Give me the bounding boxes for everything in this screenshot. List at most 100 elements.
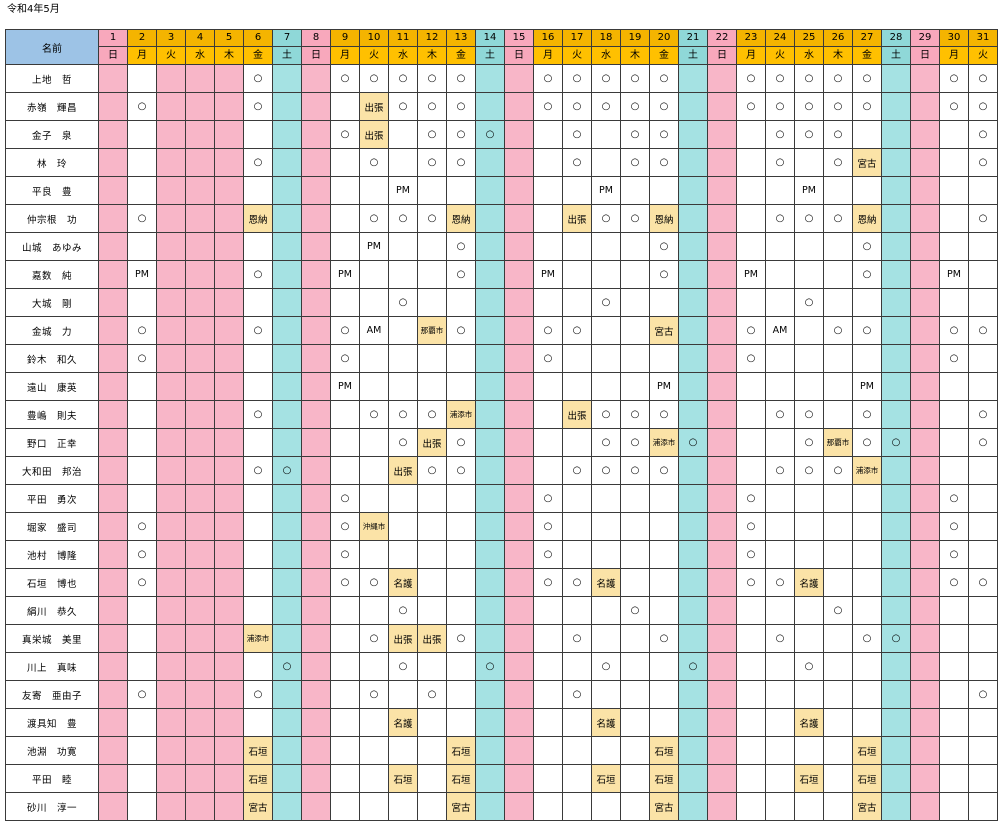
schedule-cell: ○	[620, 596, 650, 625]
schedule-cell	[301, 344, 331, 373]
schedule-cell	[504, 316, 534, 345]
schedule-cell	[127, 792, 157, 821]
weekday-18: 水	[591, 46, 621, 65]
schedule-cell: ○	[533, 512, 563, 541]
schedule-cell: ○	[765, 148, 795, 177]
schedule-cell	[591, 372, 621, 401]
schedule-cell	[504, 708, 534, 737]
schedule-cell	[562, 344, 592, 373]
schedule-cell	[910, 372, 940, 401]
schedule-cell	[881, 736, 911, 765]
schedule-cell	[156, 484, 186, 513]
schedule-cell	[417, 736, 447, 765]
schedule-cell: ○	[446, 64, 476, 93]
schedule-cell	[910, 120, 940, 149]
schedule-cell: 浦添市	[852, 456, 882, 485]
schedule-cell: ○	[330, 316, 360, 345]
schedule-cell: 宮古	[649, 792, 679, 821]
schedule-cell	[939, 792, 969, 821]
schedule-cell	[301, 512, 331, 541]
schedule-cell: ○	[823, 316, 853, 345]
schedule-cell	[736, 148, 766, 177]
schedule-cell: ○	[678, 428, 708, 457]
schedule-cell: ○	[562, 624, 592, 653]
schedule-cell	[185, 568, 215, 597]
schedule-cell	[736, 372, 766, 401]
schedule-cell: 石垣	[649, 736, 679, 765]
schedule-cell	[214, 568, 244, 597]
schedule-cell	[707, 372, 737, 401]
staff-name: 川上 真味	[5, 652, 99, 681]
schedule-cell	[707, 680, 737, 709]
schedule-cell	[330, 148, 360, 177]
schedule-cell	[272, 624, 302, 653]
schedule-cell	[301, 764, 331, 793]
schedule-cell	[156, 344, 186, 373]
schedule-cell	[98, 456, 128, 485]
schedule-cell	[881, 512, 911, 541]
schedule-cell	[533, 120, 563, 149]
schedule-cell	[794, 148, 824, 177]
table-row: 池淵 功寛 石垣 石垣 石垣 石垣	[5, 736, 998, 765]
schedule-cell: ○	[243, 148, 273, 177]
staff-name: 絹川 恭久	[5, 596, 99, 625]
schedule-cell	[533, 624, 563, 653]
schedule-cell	[301, 624, 331, 653]
day-number-22: 22	[707, 29, 737, 47]
schedule-cell	[98, 176, 128, 205]
schedule-cell	[707, 92, 737, 121]
schedule-cell	[910, 204, 940, 233]
schedule-cell: PM	[330, 260, 360, 289]
schedule-cell	[475, 232, 505, 261]
schedule-cell	[852, 680, 882, 709]
schedule-cell	[707, 652, 737, 681]
schedule-cell	[939, 120, 969, 149]
schedule-cell: PM	[649, 372, 679, 401]
schedule-cell	[156, 428, 186, 457]
schedule-cell	[185, 428, 215, 457]
schedule-cell	[562, 736, 592, 765]
schedule-cell	[591, 736, 621, 765]
schedule-cell	[794, 232, 824, 261]
staff-name: 遠山 康英	[5, 372, 99, 401]
schedule-cell	[359, 484, 389, 513]
schedule-cell	[330, 204, 360, 233]
schedule-cell: 石垣	[243, 764, 273, 793]
schedule-cell	[881, 64, 911, 93]
schedule-cell	[185, 456, 215, 485]
schedule-cell	[620, 680, 650, 709]
schedule-cell	[678, 148, 708, 177]
schedule-cell	[475, 708, 505, 737]
table-row: 渡具知 豊 名護 名護 名護	[5, 708, 998, 737]
schedule-cell	[707, 736, 737, 765]
schedule-cell	[707, 400, 737, 429]
schedule-cell: 恩納	[243, 204, 273, 233]
schedule-cell	[562, 176, 592, 205]
schedule-cell	[475, 736, 505, 765]
schedule-cell	[649, 708, 679, 737]
schedule-cell	[98, 92, 128, 121]
schedule-cell: ○	[359, 204, 389, 233]
schedule-cell	[185, 484, 215, 513]
schedule-cell: ○	[852, 260, 882, 289]
schedule-cell	[823, 624, 853, 653]
schedule-cell: ○	[591, 652, 621, 681]
schedule-cell	[852, 484, 882, 513]
schedule-cell: ○	[562, 148, 592, 177]
schedule-cell	[678, 400, 708, 429]
schedule-cell	[504, 176, 534, 205]
schedule-cell	[678, 540, 708, 569]
schedule-cell	[214, 316, 244, 345]
schedule-cell	[359, 652, 389, 681]
schedule-cell	[504, 288, 534, 317]
schedule-cell: ○	[968, 204, 998, 233]
schedule-cell	[504, 456, 534, 485]
schedule-cell: AM	[765, 316, 795, 345]
schedule-cell: ○	[968, 120, 998, 149]
schedule-cell: ○	[823, 120, 853, 149]
schedule-cell: ○	[823, 204, 853, 233]
schedule-cell	[765, 736, 795, 765]
schedule-cell: ○	[736, 92, 766, 121]
schedule-cell: ○	[359, 624, 389, 653]
schedule-cell	[475, 512, 505, 541]
